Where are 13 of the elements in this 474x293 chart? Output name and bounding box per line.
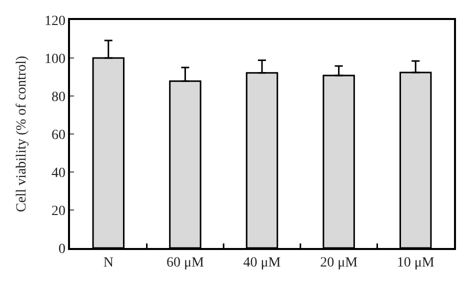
y-axis-title: Cell viability (% of control) — [14, 56, 30, 212]
x-tick-label: 60 μM — [166, 256, 204, 271]
y-tick-label: 0 — [58, 242, 66, 257]
y-tick-label: 120 — [44, 14, 66, 29]
x-tick-label: N — [103, 256, 114, 271]
x-tick-label: 20 μM — [320, 256, 358, 271]
y-tick-label: 20 — [51, 204, 66, 219]
y-tick-label: 80 — [51, 90, 66, 105]
y-tick-label: 40 — [51, 166, 66, 181]
y-tick-label: 60 — [51, 128, 66, 143]
x-tick-label: 10 μM — [396, 256, 435, 271]
y-tick-label: 100 — [44, 52, 66, 67]
x-tick-label: 40 μM — [243, 256, 282, 271]
